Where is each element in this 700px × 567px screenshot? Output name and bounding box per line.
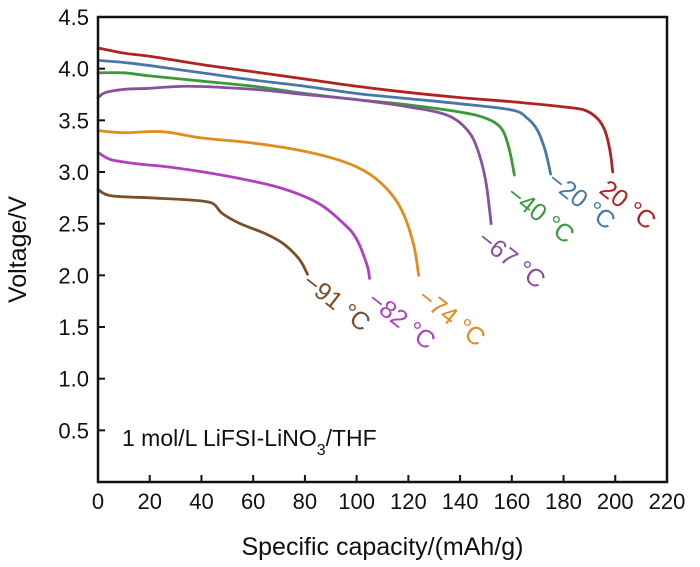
series-label: −91 °C <box>297 268 375 338</box>
annotation-prefix: 1 mol/L LiFSI-LiNO <box>122 425 317 451</box>
x-tick-label: 0 <box>92 489 104 514</box>
electrolyte-annotation: 1 mol/L LiFSI-LiNO3/THF <box>122 425 377 459</box>
series-line <box>96 59 553 176</box>
series-line <box>96 84 493 226</box>
y-tick-label: 1.5 <box>58 315 89 340</box>
series-label: −67 °C <box>472 225 550 295</box>
y-axis-title: Voltage/V <box>4 196 32 303</box>
annotation-suffix: /THF <box>326 425 377 451</box>
series-line <box>96 150 371 280</box>
series-line <box>96 188 309 276</box>
x-axis-title: Specific capacity/(mAh/g) <box>241 533 523 561</box>
series-line <box>96 129 421 277</box>
y-tick-label: 1.0 <box>58 367 89 392</box>
x-tick-label: 160 <box>493 489 530 514</box>
y-tick-label: 3.0 <box>58 160 89 185</box>
annotation-subscript: 3 <box>317 442 326 459</box>
y-tick-label: 3.5 <box>58 108 89 133</box>
x-tick-label: 80 <box>293 489 317 514</box>
y-tick-label: 4.0 <box>58 57 89 82</box>
x-tick-label: 220 <box>649 489 686 514</box>
curves-layer <box>96 46 615 280</box>
x-tick-label: 200 <box>597 489 634 514</box>
x-tick-label: 100 <box>338 489 375 514</box>
y-tick-label: 4.5 <box>58 5 89 30</box>
x-tick-label: 40 <box>189 489 213 514</box>
x-tick-label: 60 <box>241 489 265 514</box>
x-tick-label: 180 <box>545 489 582 514</box>
y-tick-label: 2.0 <box>58 263 89 288</box>
x-tick-label: 120 <box>390 489 427 514</box>
y-tick-label: 0.5 <box>58 418 89 443</box>
series-labels-layer: 20 °C−20 °C−40 °C−67 °C−74 °C−82 °C−91 °… <box>297 166 661 356</box>
series-line <box>96 46 615 174</box>
plot-frame <box>96 15 669 484</box>
x-tick-label: 20 <box>137 489 161 514</box>
x-tick-label: 140 <box>442 489 479 514</box>
y-tick-label: 2.5 <box>58 212 89 237</box>
